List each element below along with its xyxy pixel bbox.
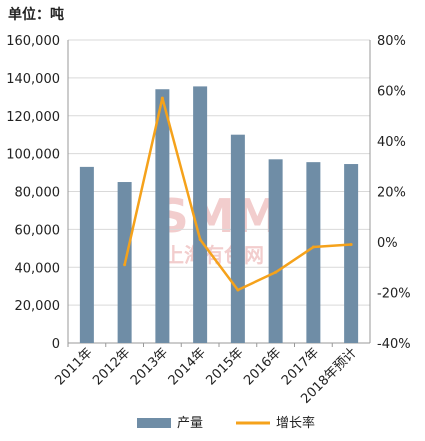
- y-left-tick-label: 20,000: [15, 299, 61, 314]
- watermark-main: SMM: [156, 189, 281, 243]
- growth-point: [198, 237, 202, 241]
- x-tick-label: 2012年: [90, 345, 133, 388]
- x-tick-label: 2015年: [204, 345, 247, 388]
- y-left-tick-label: 160,000: [6, 34, 60, 49]
- legend-label-line: 增长率: [276, 415, 315, 431]
- y-right-tick-label: 20%: [377, 186, 406, 201]
- y-right-tick-label: 60%: [377, 85, 406, 100]
- bar: [268, 159, 283, 343]
- y-left-tick-label: 40,000: [15, 261, 61, 276]
- growth-point: [311, 245, 315, 249]
- growth-point: [123, 263, 127, 267]
- watermark-sub: 上海有色网: [164, 243, 264, 267]
- x-tick-label: 2016年: [241, 345, 284, 388]
- x-tick-label: 2013年: [128, 345, 171, 388]
- unit-label: 单位：吨: [8, 7, 64, 23]
- y-left-tick-label: 80,000: [15, 186, 61, 201]
- bar: [344, 164, 359, 343]
- y-right-tick-label: -20%: [377, 287, 411, 302]
- legend-label-bar: 产量: [177, 416, 203, 431]
- bar: [193, 86, 208, 343]
- growth-point: [160, 96, 164, 100]
- y-right-tick-label: 40%: [377, 135, 406, 150]
- y-left-tick-label: 0: [52, 337, 60, 352]
- growth-point: [236, 288, 240, 292]
- growth-point: [349, 243, 353, 247]
- bar: [306, 162, 321, 343]
- y-left-tick-label: 100,000: [6, 148, 60, 163]
- bar: [230, 134, 245, 343]
- y-right-tick-label: 80%: [377, 34, 406, 49]
- y-left-tick-label: 60,000: [15, 223, 61, 238]
- growth-point: [274, 270, 278, 274]
- legend-swatch-bar: [137, 418, 171, 428]
- bar: [79, 166, 94, 343]
- y-right-tick-label: -40%: [377, 337, 411, 352]
- y-left-tick-label: 120,000: [6, 110, 60, 125]
- bar: [155, 89, 170, 343]
- y-left-tick-label: 140,000: [6, 72, 60, 87]
- x-tick-label: 2014年: [166, 345, 209, 388]
- y-right-tick-label: 0%: [377, 236, 398, 251]
